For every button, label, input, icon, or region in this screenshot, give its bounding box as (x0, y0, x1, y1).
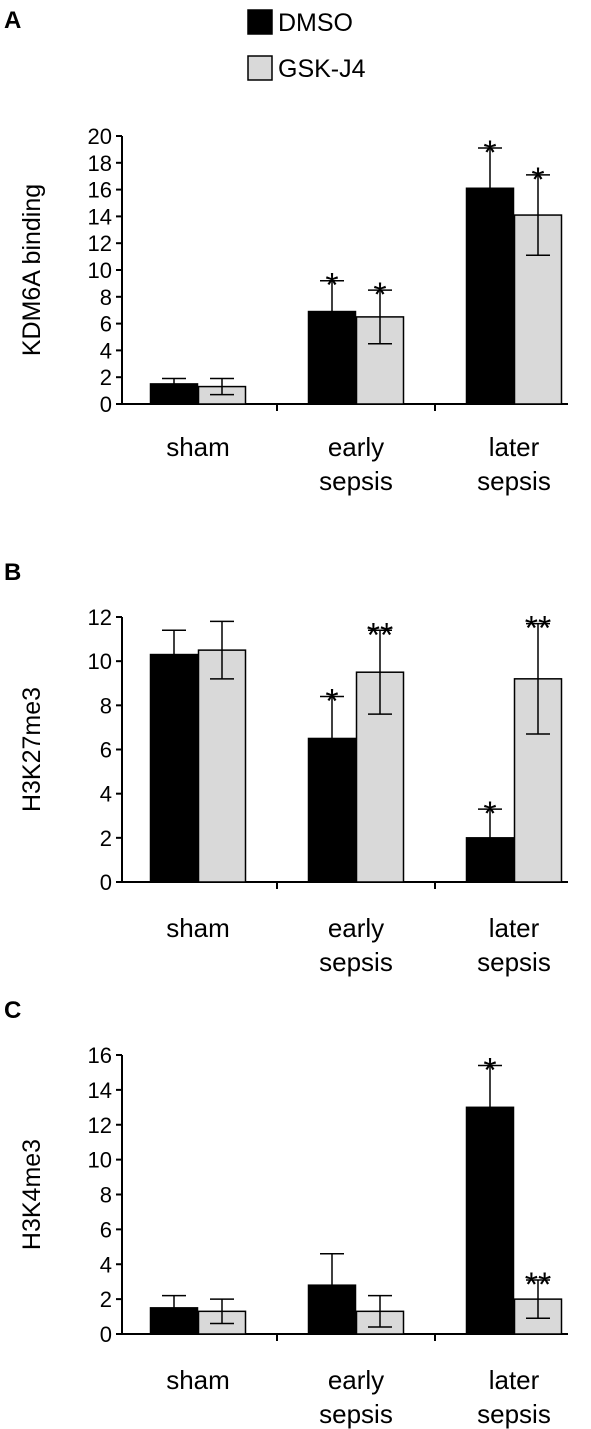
legend-swatch-dmso (247, 9, 273, 35)
significance-marker: * (325, 267, 338, 305)
y-tick-label: 18 (88, 151, 112, 176)
y-tick-label: 8 (100, 1183, 112, 1208)
bar (149, 653, 199, 883)
x-category-label: early (328, 432, 384, 462)
panel-letter: A (4, 7, 21, 34)
legend-label-gsk-j4: GSK-J4 (278, 55, 366, 83)
y-tick-label: 8 (100, 285, 112, 310)
y-tick-label: 2 (100, 1287, 112, 1312)
y-tick-label: 2 (100, 826, 112, 851)
bar (197, 649, 247, 883)
panel-letter: C (4, 997, 21, 1024)
y-tick-label: 16 (88, 178, 112, 203)
y-tick-label: 16 (88, 1043, 112, 1068)
y-tick-label: 6 (100, 738, 112, 763)
legend-swatch-gsk-j4 (247, 55, 273, 81)
y-tick-label: 14 (88, 1078, 112, 1103)
y-tick-label: 10 (88, 1148, 112, 1173)
x-category-label: early (328, 1365, 384, 1395)
y-axis-label: H3K27me3 (18, 687, 46, 812)
legend: DMSO GSK-J4 (247, 9, 366, 83)
y-tick-label: 20 (88, 124, 112, 149)
y-tick-label: 2 (100, 365, 112, 390)
y-tick-label: 0 (100, 1322, 112, 1347)
x-category-label: sham (166, 913, 230, 943)
x-category-label: sepsis (319, 1399, 393, 1429)
y-tick-label: 12 (88, 605, 112, 630)
x-category-label: sepsis (477, 466, 551, 496)
y-tick-label: 0 (100, 870, 112, 895)
panel-letter: B (4, 559, 21, 586)
x-category-label: sepsis (477, 947, 551, 977)
significance-marker: ** (367, 616, 393, 654)
y-tick-label: 14 (88, 204, 112, 229)
legend-label-dmso: DMSO (278, 9, 353, 37)
significance-marker: * (325, 683, 338, 721)
y-tick-label: 4 (100, 782, 112, 807)
significance-marker: ** (525, 1266, 551, 1304)
x-category-label: sepsis (319, 947, 393, 977)
y-tick-label: 10 (88, 258, 112, 283)
y-tick-label: 6 (100, 312, 112, 337)
significance-marker: * (531, 161, 544, 199)
y-tick-label: 0 (100, 392, 112, 417)
y-tick-label: 12 (88, 1113, 112, 1138)
x-category-label: later (489, 913, 540, 943)
y-tick-label: 4 (100, 1252, 112, 1277)
x-category-label: later (489, 1365, 540, 1395)
y-axis-label: KDM6A binding (18, 184, 46, 356)
y-tick-label: 8 (100, 693, 112, 718)
significance-marker: * (483, 134, 496, 172)
bar (307, 310, 357, 405)
significance-marker: * (483, 795, 496, 833)
y-axis-label: H3K4me3 (18, 1139, 46, 1250)
significance-marker: * (483, 1051, 496, 1089)
x-category-label: sham (166, 1365, 230, 1395)
significance-marker: ** (525, 610, 551, 648)
y-tick-label: 10 (88, 649, 112, 674)
significance-marker: * (373, 276, 386, 314)
x-category-label: sepsis (477, 1399, 551, 1429)
x-category-label: early (328, 913, 384, 943)
x-category-label: sham (166, 432, 230, 462)
y-tick-label: 4 (100, 338, 112, 363)
y-tick-label: 6 (100, 1217, 112, 1242)
x-category-label: sepsis (319, 466, 393, 496)
y-tick-label: 12 (88, 231, 112, 256)
x-category-label: later (489, 432, 540, 462)
